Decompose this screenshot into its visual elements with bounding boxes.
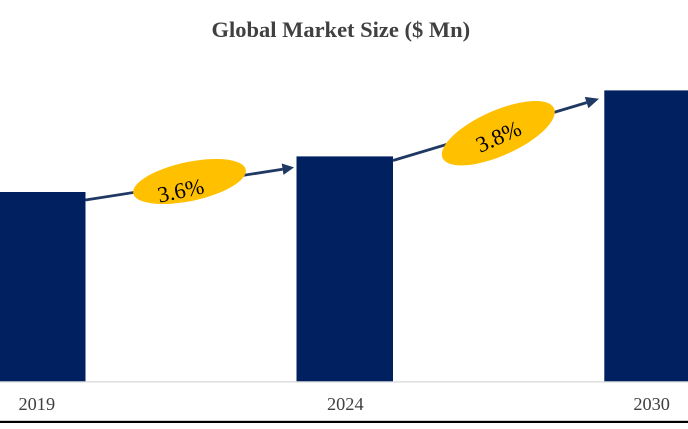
svg-text:2019: 2019 [19,394,56,414]
svg-text:2030: 2030 [633,394,670,414]
svg-text:Global Market Size ($ Mn): Global Market Size ($ Mn) [211,17,470,42]
svg-text:2024: 2024 [327,394,364,414]
